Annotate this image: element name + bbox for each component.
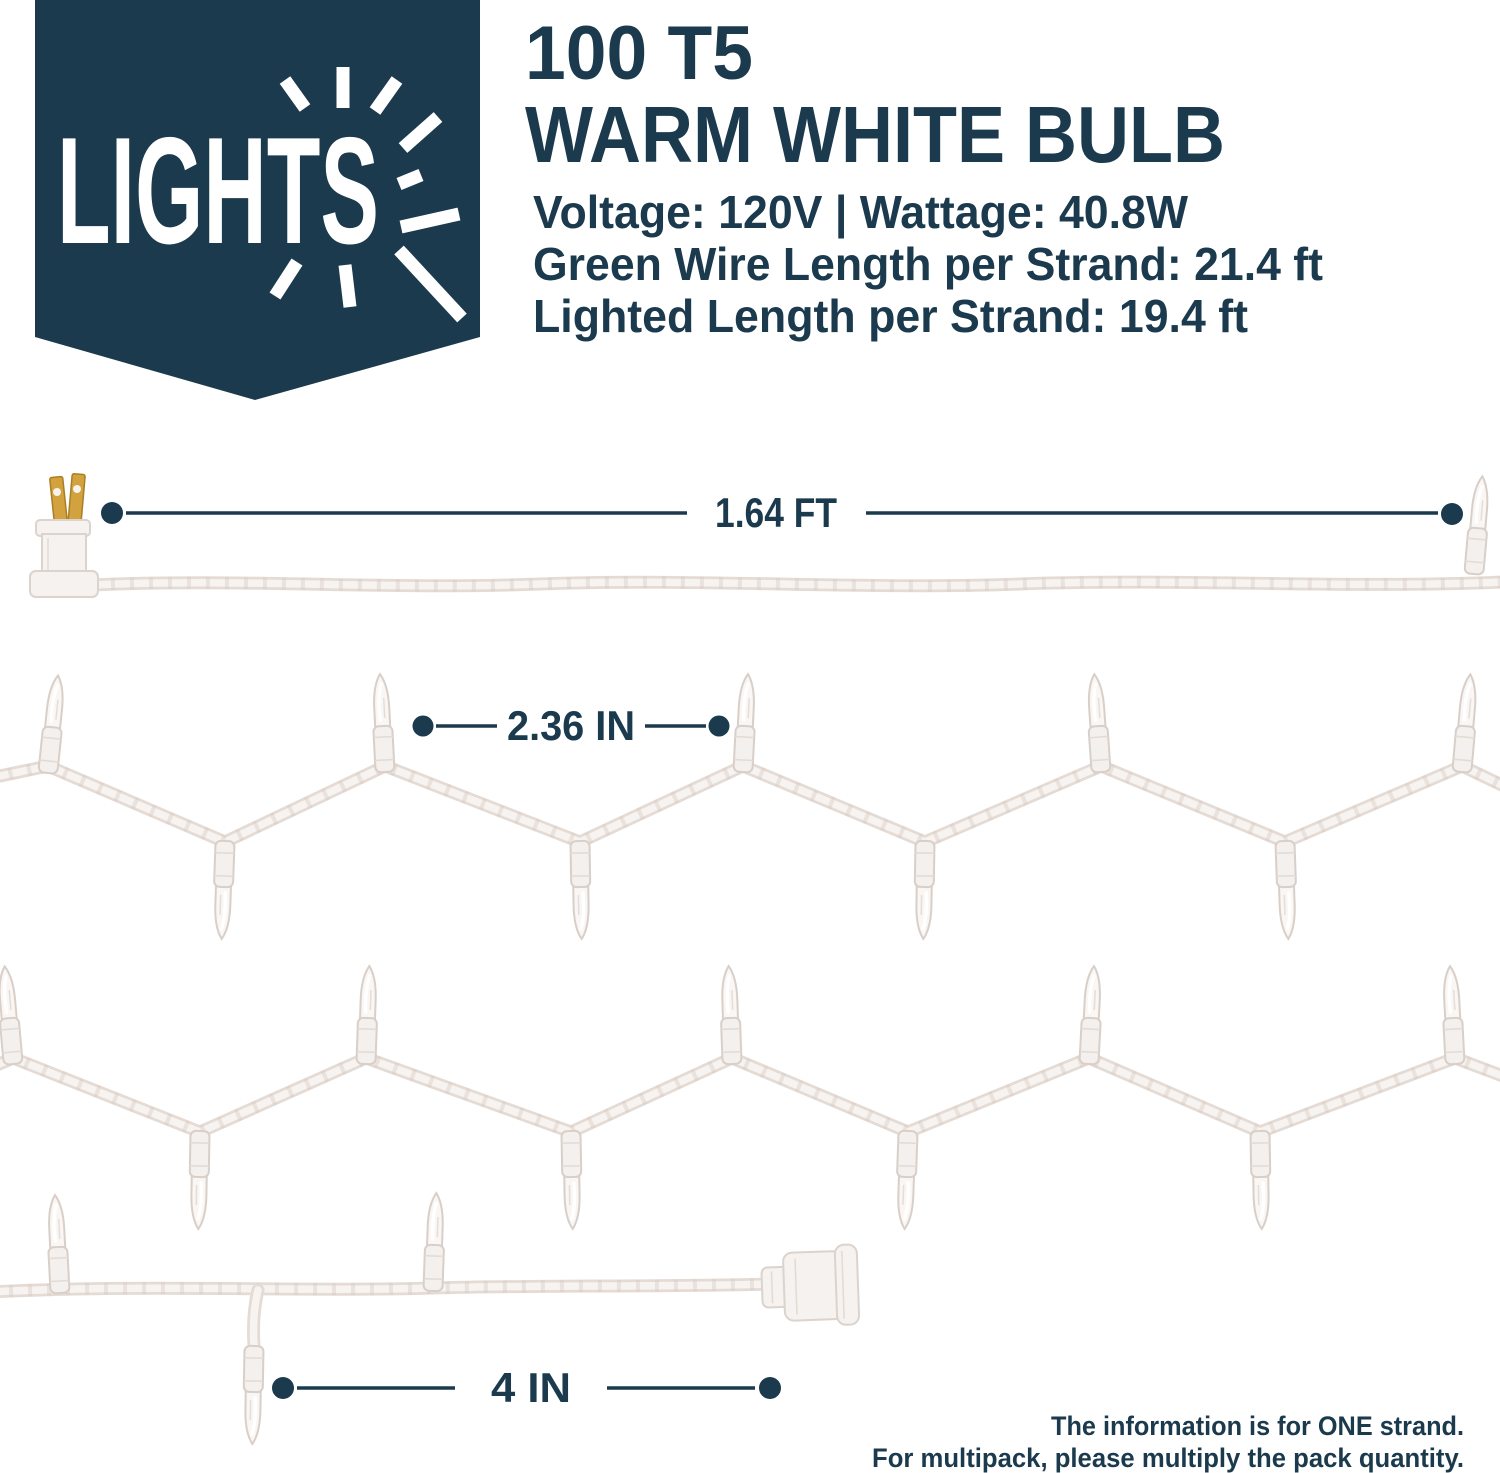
mini-bulb bbox=[568, 839, 593, 941]
measure-dot bbox=[759, 1377, 781, 1399]
measure-dot bbox=[272, 1377, 294, 1399]
mini-bulb bbox=[36, 672, 70, 776]
mini-bulb bbox=[559, 1129, 584, 1231]
mini-bulb bbox=[1273, 838, 1300, 942]
mini-bulb bbox=[0, 963, 25, 1067]
measurement-plug-to-first-bulb: 1.64 FT bbox=[101, 489, 1463, 536]
mini-bulb bbox=[1450, 671, 1482, 775]
footnote-line-1: The information is for ONE strand. bbox=[1051, 1411, 1464, 1441]
mini-bulb bbox=[893, 1128, 920, 1232]
strand-wire bbox=[0, 759, 1500, 849]
mini-bulb bbox=[354, 963, 381, 1067]
mini-bulb bbox=[1077, 963, 1106, 1067]
product-title: 100 T5 WARM WHITE BULB bbox=[525, 11, 1225, 179]
strand-row-3 bbox=[0, 963, 1500, 1232]
mini-bulb bbox=[1462, 473, 1494, 577]
banner-pennant-shape bbox=[35, 0, 480, 400]
measurement-last-bulb-to-plug: 4 IN bbox=[272, 1364, 781, 1411]
mini-bulb bbox=[1248, 1129, 1273, 1231]
mini-bulb bbox=[1083, 671, 1113, 775]
mini-bulb bbox=[912, 839, 937, 941]
mini-bulb bbox=[1438, 963, 1467, 1067]
mini-bulb bbox=[421, 1190, 448, 1294]
mini-bulb bbox=[210, 838, 237, 942]
lead-wire bbox=[85, 575, 1500, 593]
strand-row-1: 1.64 FT bbox=[29, 472, 1500, 598]
mini-bulb bbox=[368, 671, 397, 775]
strand-wire bbox=[0, 1051, 1500, 1139]
spec-lighted-length: Lighted Length per Strand: 19.4 ft bbox=[533, 290, 1248, 342]
strand-row-4: 4 IN bbox=[0, 1190, 861, 1446]
mini-bulb bbox=[187, 1129, 212, 1231]
mini-bulb bbox=[241, 1344, 266, 1446]
mini-bulb bbox=[717, 963, 744, 1067]
measure-label-2-36-in: 2.36 IN bbox=[507, 702, 635, 749]
light-burst-icon bbox=[269, 67, 467, 323]
male-plug bbox=[29, 472, 99, 598]
measure-label-4-in: 4 IN bbox=[491, 1364, 571, 1411]
mini-bulb bbox=[43, 1192, 72, 1296]
strand-row-2: 2.36 IN bbox=[0, 671, 1500, 942]
footnote: The information is for ONE strand. For m… bbox=[872, 1411, 1464, 1473]
brand-banner: LIGHTS bbox=[35, 0, 480, 400]
strand-wire bbox=[0, 1277, 779, 1353]
measure-dot bbox=[1441, 503, 1463, 525]
measure-dot bbox=[101, 502, 123, 524]
brand-logo-text: LIGHTS bbox=[57, 106, 379, 276]
mini-bulb bbox=[731, 671, 760, 775]
title-line-1: 100 T5 bbox=[525, 11, 753, 96]
female-plug bbox=[760, 1243, 861, 1326]
measure-dot bbox=[708, 715, 730, 737]
measure-label-1-64-ft: 1.64 FT bbox=[715, 489, 837, 536]
measurement-bulb-spacing: 2.36 IN bbox=[412, 702, 730, 749]
spec-wire-length: Green Wire Length per Strand: 21.4 ft bbox=[533, 238, 1323, 290]
spec-voltage-wattage: Voltage: 120V | Wattage: 40.8W bbox=[533, 186, 1189, 238]
measure-dot bbox=[412, 715, 434, 737]
title-line-2: WARM WHITE BULB bbox=[525, 90, 1225, 179]
spec-list: Voltage: 120V | Wattage: 40.8W Green Wir… bbox=[533, 186, 1323, 342]
footnote-line-2: For multipack, please multiply the pack … bbox=[872, 1443, 1464, 1473]
